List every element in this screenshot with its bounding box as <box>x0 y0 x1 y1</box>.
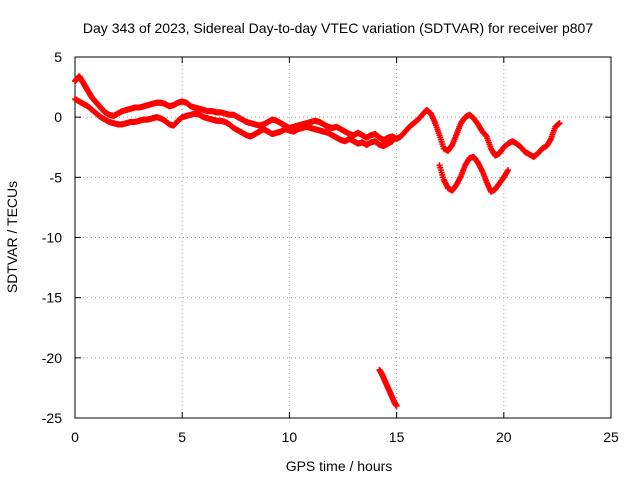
axis-ticks: 0 5 10 15 20 25 5 0 -5 -10 -15 -20 -25 <box>42 49 619 445</box>
x-tick-label: 5 <box>178 429 186 445</box>
x-axis-label: GPS time / hours <box>286 458 393 474</box>
data-point <box>556 120 563 127</box>
y-tick-label: 5 <box>54 49 62 65</box>
x-tick-label: 20 <box>496 429 512 445</box>
series-lower-band <box>72 96 512 195</box>
y-axis-label: SDTVAR / TECUs <box>4 181 20 293</box>
x-tick-label: 0 <box>71 429 79 445</box>
y-tick-label: -5 <box>50 169 63 185</box>
x-tick-label: 25 <box>603 429 619 445</box>
y-tick-label: -15 <box>42 290 62 306</box>
data-point <box>505 167 512 174</box>
y-tick-label: 0 <box>54 109 62 125</box>
chart-title: Day 343 of 2023, Sidereal Day-to-day VTE… <box>83 20 593 36</box>
y-tick-label: -20 <box>42 350 62 366</box>
grid <box>75 57 611 418</box>
series-outlier-segment <box>376 366 400 409</box>
y-tick-label: -25 <box>42 410 62 426</box>
data-point <box>393 402 400 409</box>
y-tick-label: -10 <box>42 230 62 246</box>
x-tick-label: 15 <box>389 429 405 445</box>
data-point <box>389 138 396 145</box>
series-upper-band <box>72 73 563 160</box>
data-marks <box>72 73 563 409</box>
x-tick-label: 10 <box>282 429 298 445</box>
